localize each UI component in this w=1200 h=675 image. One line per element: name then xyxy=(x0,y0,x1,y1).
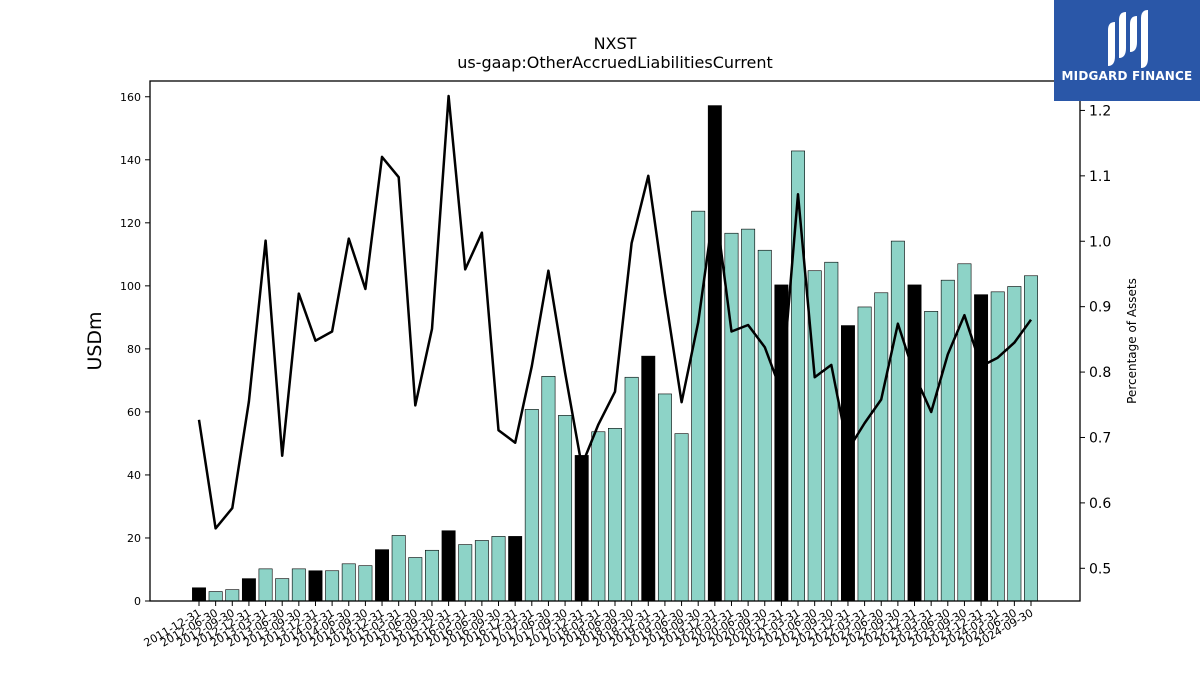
bar-2015-09-30 xyxy=(425,549,439,602)
chart-subtitle: us-gaap:OtherAccruedLiabilitiesCurrent xyxy=(457,53,773,72)
bar-2018-09-30 xyxy=(624,376,639,602)
left-tick-label-120: 120 xyxy=(120,217,141,230)
left-tick-label-140: 140 xyxy=(120,154,141,167)
bar-2015-03-31 xyxy=(391,535,406,602)
bar-2023-06-30 xyxy=(940,279,955,602)
bar-2015-06-30 xyxy=(408,557,423,602)
right-tick-label-0.9: 0.9 xyxy=(1089,300,1111,316)
bar-2013-09-30 xyxy=(291,568,306,602)
bar-2011-12-31 xyxy=(192,587,206,602)
right-tick-label-1: 1.0 xyxy=(1089,234,1111,250)
bar-2013-06-30 xyxy=(275,578,290,602)
left-y-ticks: 0 20 40 60 80 100 120 140 160 xyxy=(120,91,150,608)
bar-2019-12-31 xyxy=(707,105,722,602)
left-tick-label-60: 60 xyxy=(127,406,141,419)
midgard-logo-icon xyxy=(1108,10,1148,68)
left-tick-label-0: 0 xyxy=(134,595,141,608)
bar-2022-09-30 xyxy=(890,240,905,602)
bar-2018-06-30 xyxy=(608,427,622,602)
bar-2013-03-31 xyxy=(258,568,273,602)
bar-2016-09-30 xyxy=(491,536,506,602)
bar-2020-06-30 xyxy=(741,228,756,602)
right-tick-label-1.1: 1.1 xyxy=(1089,169,1111,185)
line-percentage-of-assets xyxy=(197,94,1033,530)
bar-2021-12-31 xyxy=(841,325,855,602)
right-tick-label-0.7: 0.7 xyxy=(1089,430,1111,446)
right-tick-label-0.6: 0.6 xyxy=(1089,496,1111,512)
left-tick-label-160: 160 xyxy=(120,91,141,104)
right-y-ticks: 0.5 0.6 0.7 0.8 0.9 1.0 1.1 1.2 xyxy=(1080,103,1111,577)
bar-2022-06-30 xyxy=(874,292,889,602)
bar-2014-09-30 xyxy=(358,565,373,602)
bar-2017-09-30 xyxy=(558,415,573,602)
bar-2021-03-31 xyxy=(791,150,805,602)
plot-frame xyxy=(149,80,1081,602)
bar-2015-12-31 xyxy=(441,530,456,602)
bar-2016-06-30 xyxy=(474,540,489,602)
left-tick-label-80: 80 xyxy=(127,343,141,356)
y-axis-label: USDm xyxy=(84,311,106,370)
bar-2016-12-31 xyxy=(508,536,523,602)
bar-2019-09-30 xyxy=(691,210,706,602)
left-tick-label-100: 100 xyxy=(120,280,141,293)
bar-2013-12-31 xyxy=(308,570,323,602)
bar-series xyxy=(192,105,1038,602)
bar-2021-09-30 xyxy=(824,261,839,602)
bar-2017-12-31 xyxy=(574,455,589,602)
bar-2017-06-30 xyxy=(541,375,556,602)
midgard-logo: MIDGARD FINANCE xyxy=(1054,0,1200,101)
bar-2018-03-31 xyxy=(591,431,606,602)
bar-2023-03-31 xyxy=(924,311,939,602)
bar-2018-12-31 xyxy=(641,355,656,602)
bar-2012-06-30 xyxy=(208,591,223,602)
bar-2023-12-31 xyxy=(974,294,989,602)
bar-2012-09-30 xyxy=(225,589,240,602)
bar-2019-06-30 xyxy=(674,433,689,602)
y2-axis-label: Percentage of Assets xyxy=(1125,278,1139,404)
bar-2022-12-31 xyxy=(907,284,922,602)
logo-text: MIDGARD FINANCE xyxy=(1061,69,1193,83)
bar-2014-06-30 xyxy=(341,563,356,602)
chart-title: NXST xyxy=(594,34,637,53)
right-tick-label-0.5: 0.5 xyxy=(1089,561,1111,577)
bar-2016-03-31 xyxy=(458,544,473,602)
bar-2014-03-31 xyxy=(325,570,340,602)
right-tick-label-0.8: 0.8 xyxy=(1089,365,1111,381)
right-tick-label-1.2: 1.2 xyxy=(1089,103,1111,119)
left-tick-label-40: 40 xyxy=(127,469,141,482)
bar-2022-03-31 xyxy=(857,306,872,602)
left-tick-label-20: 20 xyxy=(127,532,141,545)
x-ticks: 2011-12-312012-06-302012-09-302012-12-31… xyxy=(142,601,1036,650)
bar-2019-03-31 xyxy=(657,393,672,602)
bar-2012-12-31 xyxy=(241,578,256,602)
bar-2024-03-31 xyxy=(990,291,1005,602)
bar-2024-06-30 xyxy=(1007,286,1022,602)
line-series xyxy=(197,94,1033,530)
bar-2017-03-31 xyxy=(524,409,539,602)
bar-2020-09-30 xyxy=(757,249,772,602)
bar-2014-12-31 xyxy=(375,549,389,602)
